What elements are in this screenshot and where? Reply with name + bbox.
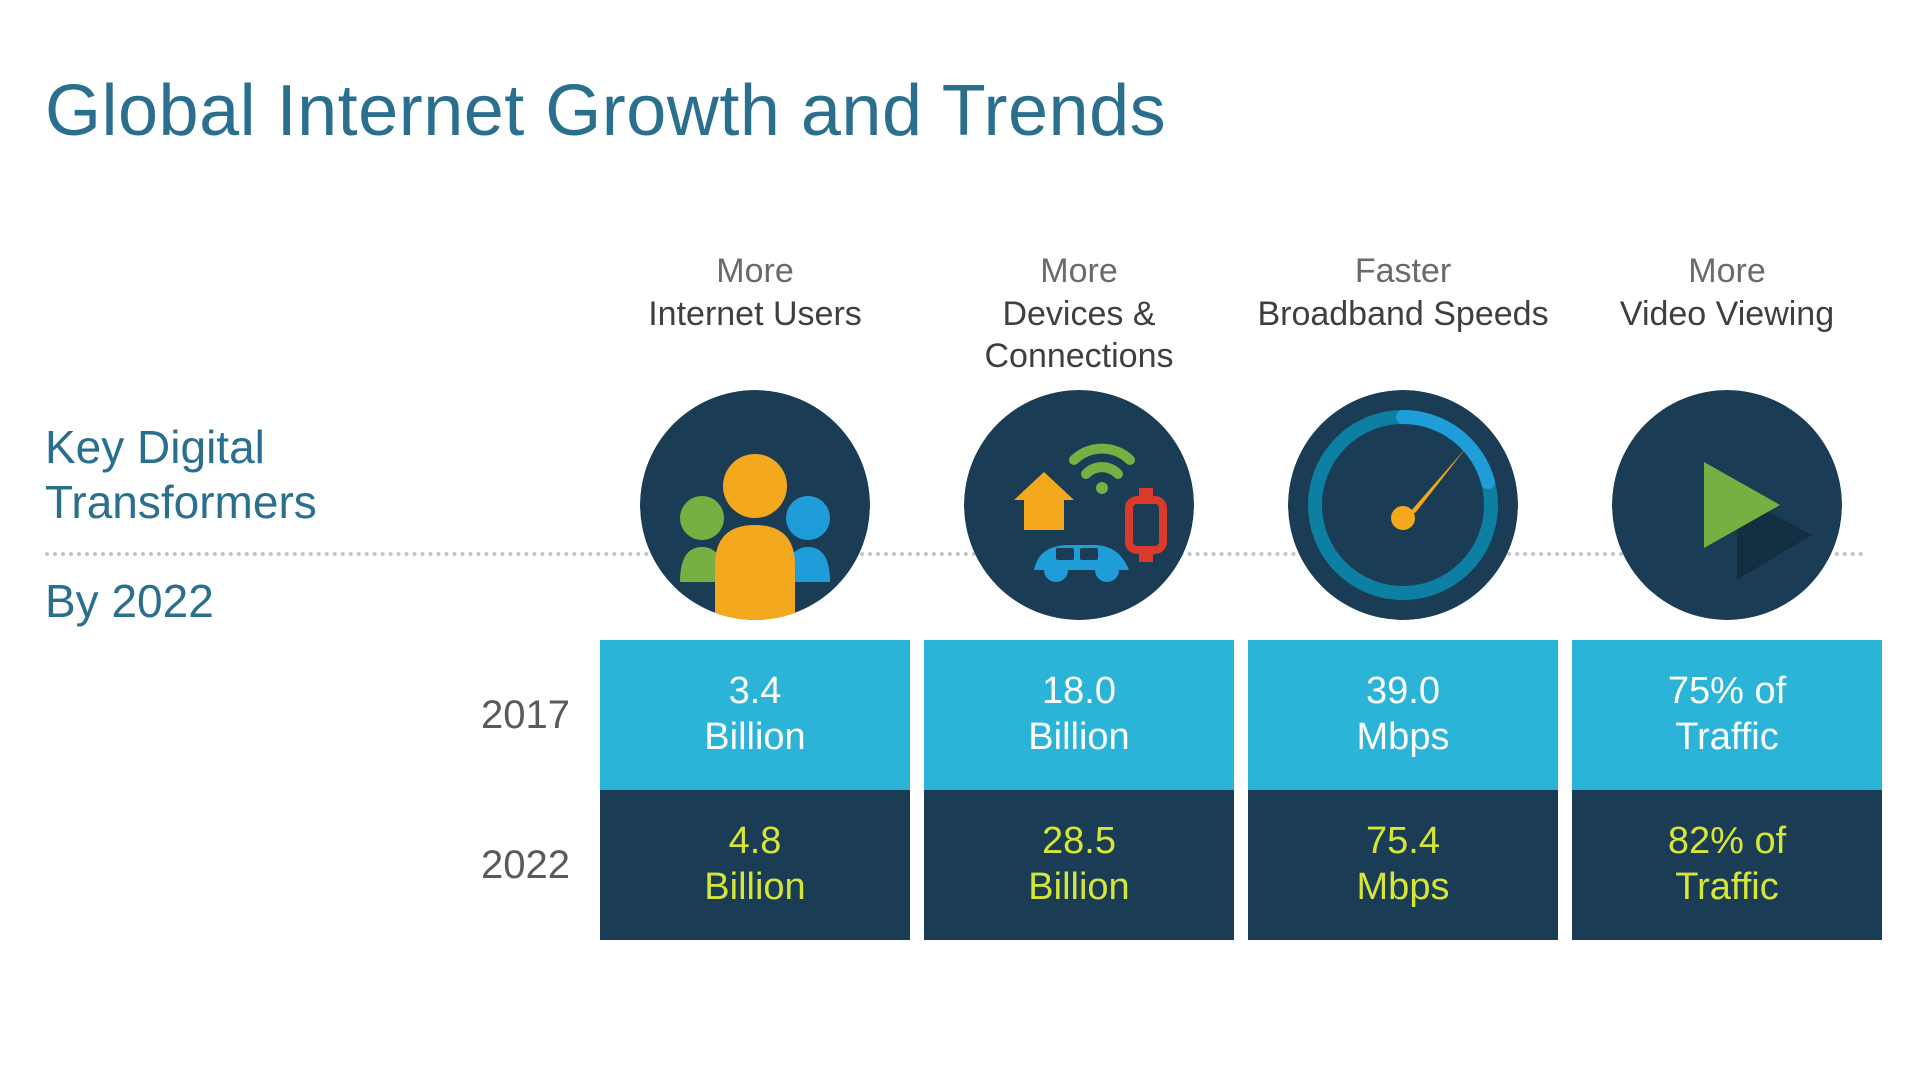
devices-icon	[964, 390, 1194, 620]
cell-2022-broadband: 75.4 Mbps	[1248, 790, 1558, 940]
play-icon	[1612, 390, 1842, 620]
year-label-2017: 2017	[460, 693, 600, 738]
column-header-top: Faster	[1257, 250, 1548, 293]
cell-2022-devices: 28.5 Billion	[924, 790, 1234, 940]
cell-value-top: 75% of	[1668, 669, 1786, 715]
cell-2017-users: 3.4 Billion	[600, 640, 910, 790]
column-header-bot: Internet Users	[648, 293, 862, 336]
cell-2017-devices: 18.0 Billion	[924, 640, 1234, 790]
column-internet-users: More Internet Users	[600, 250, 910, 640]
data-rows: 2017 3.4 Billion 18.0 Billion 39.0 Mbps …	[460, 640, 1882, 940]
speedometer-icon	[1288, 390, 1518, 620]
column-header: More Video Viewing	[1620, 250, 1834, 380]
cell-value-bot: Billion	[704, 715, 805, 761]
subtitle-block: Key Digital Transformers By 2022	[45, 420, 475, 630]
row-2022: 2022 4.8 Billion 28.5 Billion 75.4 Mbps …	[460, 790, 1882, 940]
column-header-bot: Broadband Speeds	[1257, 293, 1548, 336]
subtitle-line-1: Key Digital	[45, 420, 475, 475]
cell-value-bot: Billion	[1028, 715, 1129, 761]
year-label-2022: 2022	[460, 843, 600, 888]
users-icon	[640, 390, 870, 620]
column-header: More Internet Users	[648, 250, 862, 380]
cell-2017-video: 75% of Traffic	[1572, 640, 1882, 790]
cell-2022-video: 82% of Traffic	[1572, 790, 1882, 940]
cell-value-bot: Billion	[704, 865, 805, 911]
cell-value-top: 39.0	[1366, 669, 1440, 715]
column-broadband: Faster Broadband Speeds	[1248, 250, 1558, 640]
cell-2022-users: 4.8 Billion	[600, 790, 910, 940]
cell-value-bot: Mbps	[1357, 715, 1450, 761]
cell-value-top: 18.0	[1042, 669, 1116, 715]
subtitle-line-3: By 2022	[45, 574, 475, 629]
cell-value-top: 82% of	[1668, 819, 1786, 865]
column-video: More Video Viewing	[1572, 250, 1882, 640]
subtitle-line-2: Transformers	[45, 475, 475, 530]
cell-value-top: 75.4	[1366, 819, 1440, 865]
column-header-top: More	[648, 250, 862, 293]
cell-value-top: 3.4	[729, 669, 782, 715]
column-header-bot: Devices & Connections	[924, 293, 1234, 378]
column-header-top: More	[924, 250, 1234, 293]
column-header-bot: Video Viewing	[1620, 293, 1834, 336]
column-header: More Devices & Connections	[924, 250, 1234, 380]
cell-value-bot: Mbps	[1357, 865, 1450, 911]
cell-value-top: 4.8	[729, 819, 782, 865]
columns-container: More Internet Users More Devices & Conne…	[600, 250, 1882, 640]
row-2017: 2017 3.4 Billion 18.0 Billion 39.0 Mbps …	[460, 640, 1882, 790]
column-header-top: More	[1620, 250, 1834, 293]
cell-2017-broadband: 39.0 Mbps	[1248, 640, 1558, 790]
column-devices: More Devices & Connections	[924, 250, 1234, 640]
column-header: Faster Broadband Speeds	[1257, 250, 1548, 380]
cell-value-bot: Traffic	[1675, 865, 1778, 911]
cell-value-top: 28.5	[1042, 819, 1116, 865]
cell-value-bot: Traffic	[1675, 715, 1778, 761]
page-title: Global Internet Growth and Trends	[45, 70, 1166, 152]
cell-value-bot: Billion	[1028, 865, 1129, 911]
